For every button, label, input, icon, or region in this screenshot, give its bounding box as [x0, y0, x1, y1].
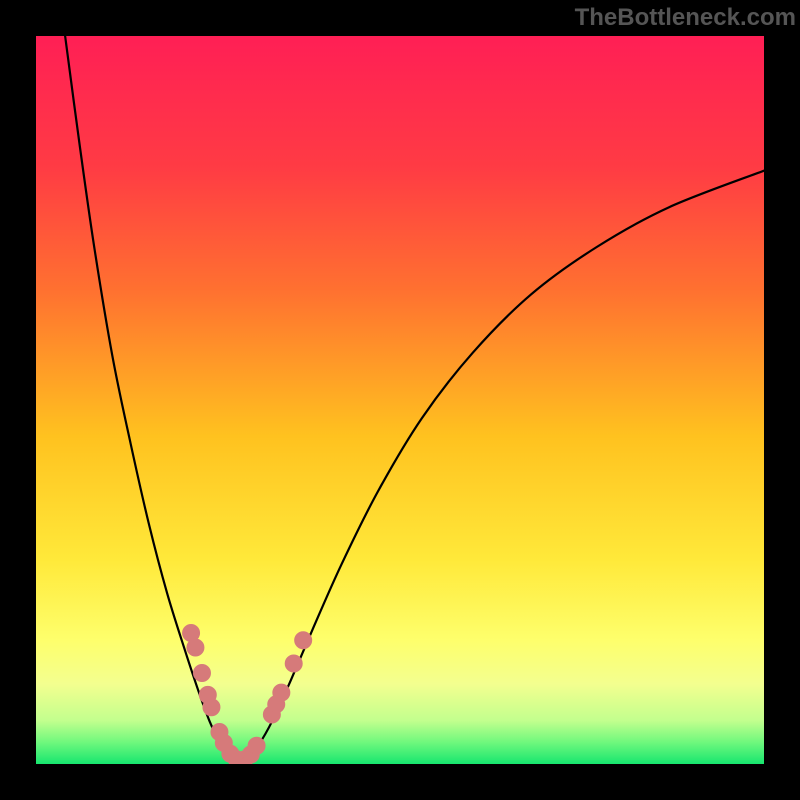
gradient-background [36, 36, 764, 764]
marker-point [273, 684, 290, 701]
marker-point [193, 665, 210, 682]
marker-point [285, 655, 302, 672]
marker-point [187, 639, 204, 656]
marker-point [295, 632, 312, 649]
plot-area [36, 36, 764, 764]
marker-point [248, 737, 265, 754]
marker-point [203, 699, 220, 716]
chart-svg [36, 36, 764, 764]
watermark-text: TheBottleneck.com [575, 4, 796, 32]
